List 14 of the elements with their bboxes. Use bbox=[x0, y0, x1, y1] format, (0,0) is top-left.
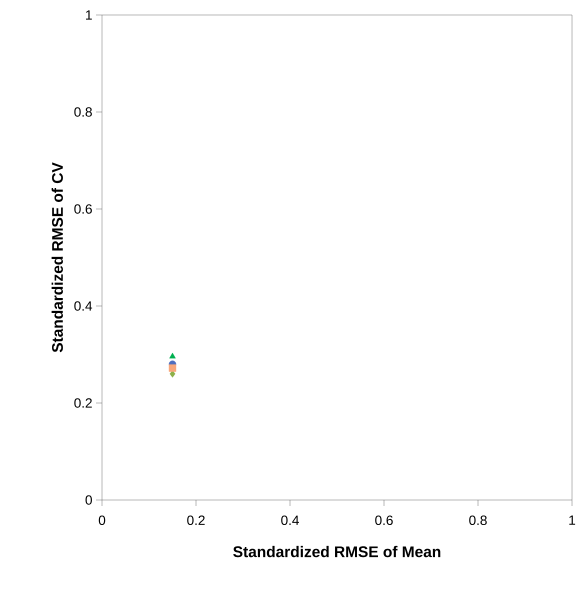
y-tick-label: 0.4 bbox=[74, 301, 92, 311]
y-tick-label: 1 bbox=[86, 10, 92, 20]
x-tick-label: 0.2 bbox=[187, 516, 205, 526]
y-axis-title: Standardized RMSE of CV bbox=[52, 162, 63, 352]
y-tick-label: 0.6 bbox=[74, 204, 92, 214]
x-tick-label: 0.4 bbox=[281, 516, 299, 526]
x-tick-label: 0.6 bbox=[375, 516, 393, 526]
x-tick-label: 0.8 bbox=[469, 516, 487, 526]
x-tick-label: 0 bbox=[98, 516, 106, 526]
x-tick-label: 1 bbox=[569, 516, 576, 525]
y-tick-label: 0 bbox=[86, 495, 92, 505]
y-tick-label: 0.2 bbox=[74, 398, 92, 408]
x-axis-title: Standardized RMSE of Mean bbox=[233, 546, 440, 558]
y-tick-label: 0.8 bbox=[74, 107, 92, 117]
